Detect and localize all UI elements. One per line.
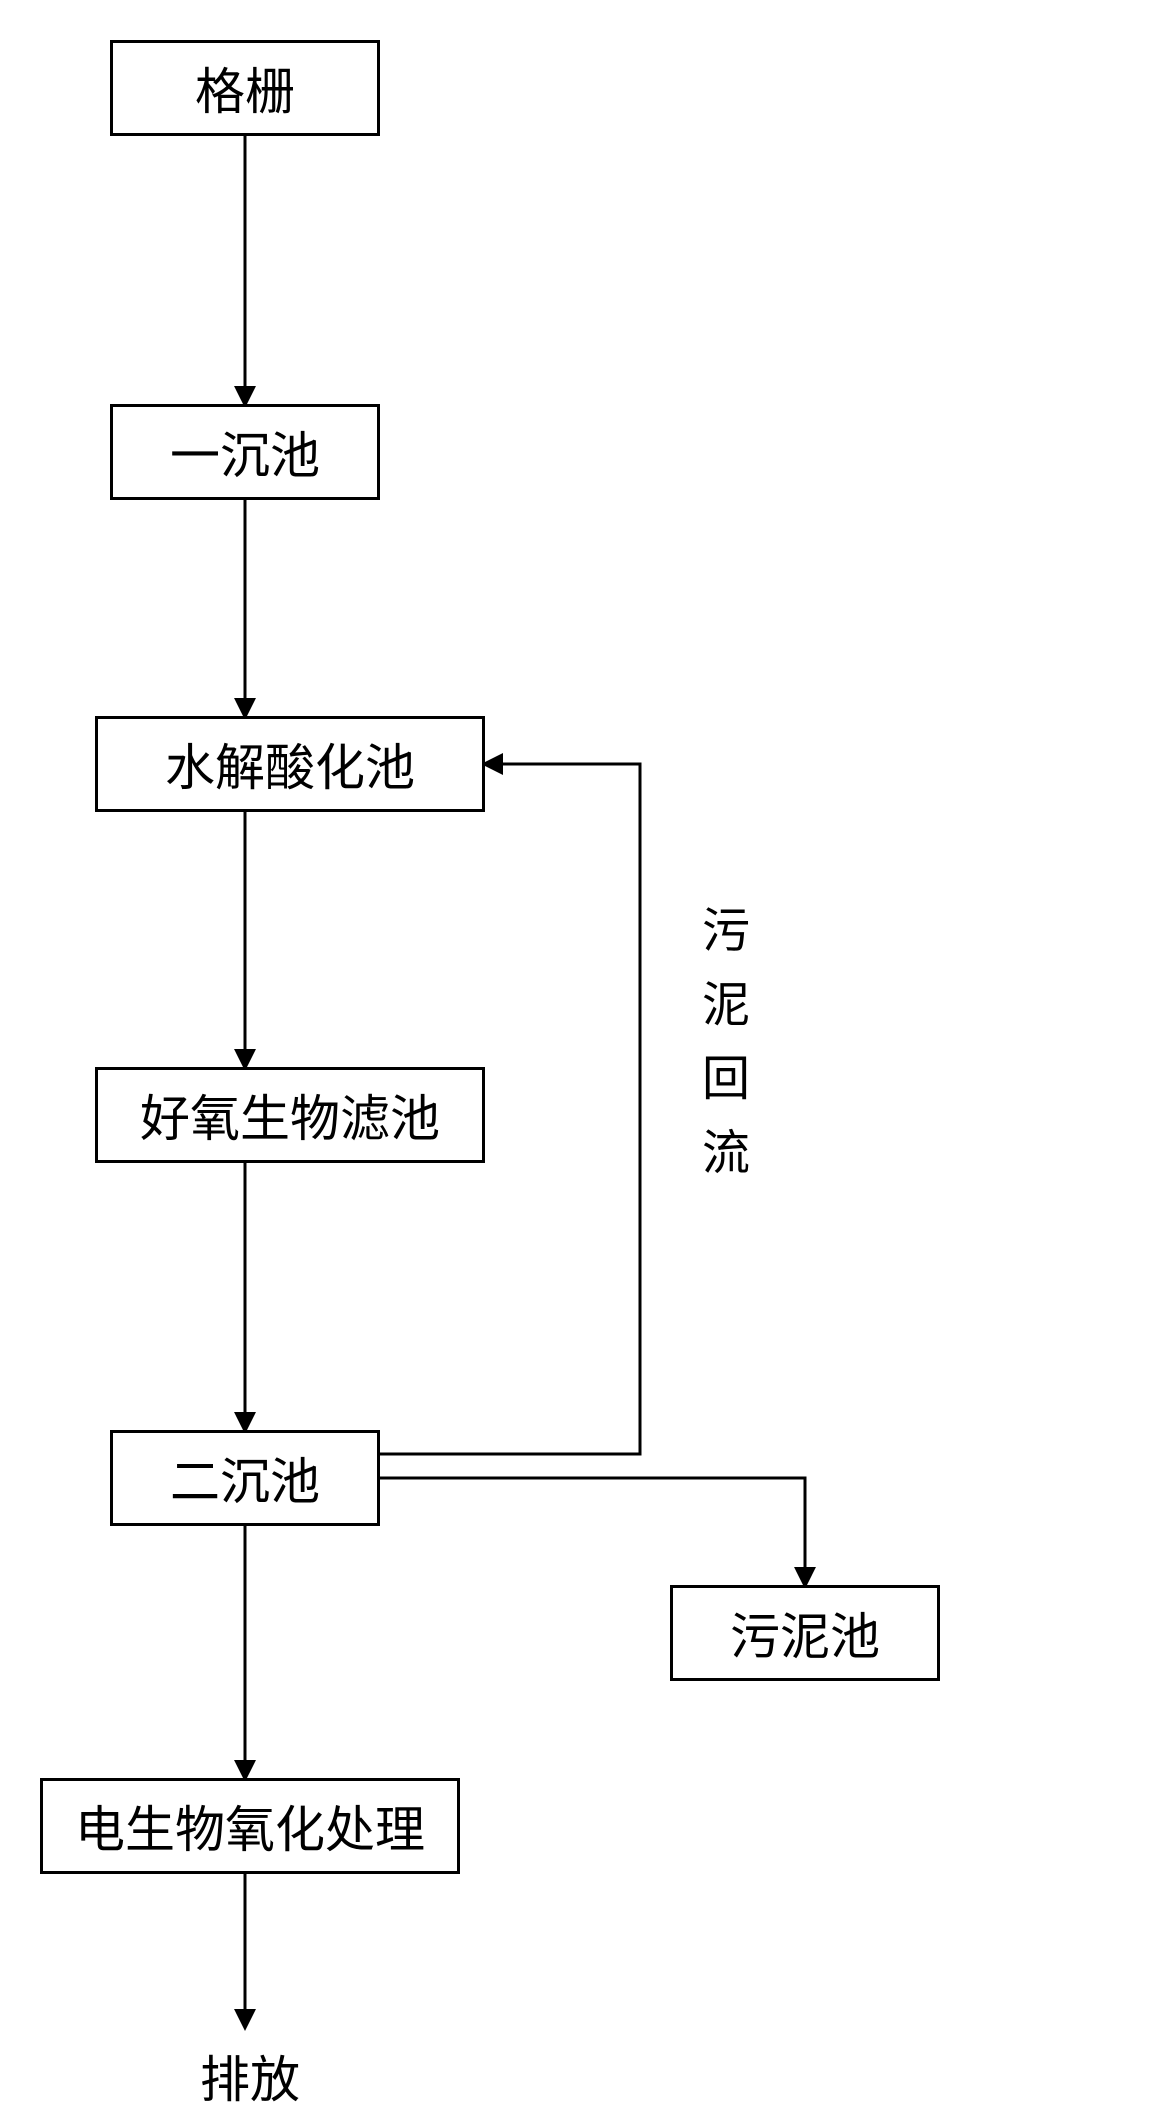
flow-node-n1: 格栅	[110, 40, 380, 136]
flow-node-n5: 二沉池	[110, 1430, 380, 1526]
flow-node-n7: 电生物氧化处理	[40, 1778, 460, 1874]
flow-node-n4: 好氧生物滤池	[95, 1067, 485, 1163]
sludge-recycle-label: 污泥回流	[685, 905, 755, 1201]
edge-e7	[380, 1478, 805, 1585]
flow-node-n2: 一沉池	[110, 404, 380, 500]
flow-node-n6: 污泥池	[670, 1585, 940, 1681]
terminal-output-label: 排放	[200, 2040, 300, 2112]
flow-node-n3: 水解酸化池	[95, 716, 485, 812]
